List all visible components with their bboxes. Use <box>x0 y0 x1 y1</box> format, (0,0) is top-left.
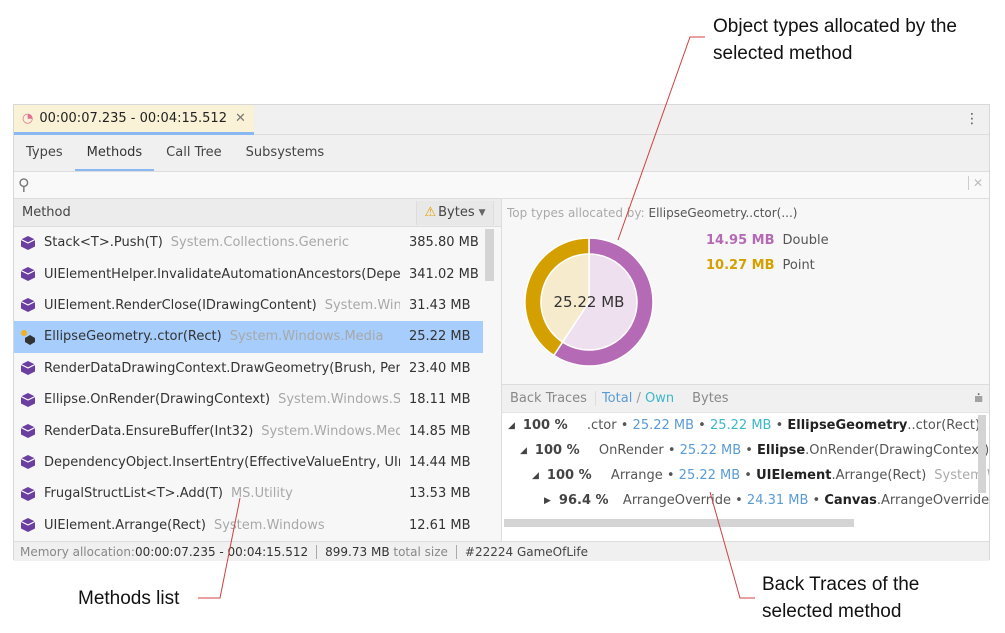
table-row[interactable]: RenderData.EnsureBuffer(Int32) System.Win… <box>14 415 483 446</box>
method-name: EllipseGeometry..ctor(Rect) System.Window… <box>44 329 384 345</box>
more-options-icon[interactable]: ⋮ <box>965 111 979 127</box>
method-bytes: 12.61 MB <box>409 517 471 533</box>
method-icon <box>20 518 36 533</box>
methods-list: Method ⚠ Bytes ▼ Stack<T>.Push(T) System.Co… <box>14 199 501 541</box>
method-name: RenderDataDrawingContext.DrawGeometry(Br… <box>44 360 400 376</box>
method-bytes: 14.44 MB <box>409 454 471 470</box>
method-icon <box>20 235 36 250</box>
document-tabstrip: ◔ 00:00:07.235 - 00:04:15.512 ✕ ⋮ <box>14 105 989 135</box>
document-tab-label: 00:00:07.235 - 00:04:15.512 <box>39 111 227 126</box>
column-method[interactable]: Method <box>22 205 71 220</box>
clear-search-icon[interactable]: ✕ <box>967 176 983 190</box>
donut-total: 25.22 MB <box>554 293 625 311</box>
method-icon <box>20 361 36 376</box>
expanded-icon[interactable]: ◢ <box>508 420 515 431</box>
tab-call-tree[interactable]: Call Tree <box>166 145 222 160</box>
method-bytes: 31.43 MB <box>409 297 471 313</box>
top-types-donut: 25.22 MB <box>524 237 654 367</box>
method-bytes: 13.53 MB <box>409 486 471 502</box>
method-name: RenderData.EnsureBuffer(Int32) System.Win… <box>44 423 400 439</box>
back-trace-row[interactable]: ◢ 100 % Arrange • 25.22 MB • UIElement .Ar… <box>532 468 989 483</box>
table-row[interactable]: DependencyObject.InsertEntry(EffectiveVa… <box>14 447 483 478</box>
collapsed-icon[interactable]: ▶ <box>544 495 551 506</box>
method-name: Stack<T>.Push(T) System.Collections.Gener… <box>44 235 350 251</box>
sort-desc-icon: ▼ <box>478 207 486 218</box>
table-row[interactable]: FrugalStructList<T>.Add(T) MS.Utility 13.… <box>14 478 483 509</box>
table-row[interactable]: RenderDataDrawingContext.DrawGeometry(Br… <box>14 353 483 384</box>
method-bytes: 14.85 MB <box>409 423 471 439</box>
table-row[interactable]: Stack<T>.Push(T) System.Collections.Gener… <box>14 227 483 258</box>
back-trace-row[interactable]: ▶ 96.4 % ArrangeOverride • 24.31 MB • Can… <box>544 493 989 508</box>
method-bytes: 23.40 MB <box>409 360 471 376</box>
tab-types[interactable]: Types <box>26 145 63 160</box>
tab-subsystems[interactable]: Subsystems <box>245 145 325 160</box>
donut-inner-double <box>561 253 638 351</box>
memory-snapshot-icon: ◔ <box>22 111 34 126</box>
method-name: DependencyObject.InsertEntry(EffectiveVa… <box>44 454 400 470</box>
method-name: UIElementHelper.InvalidateAutomationAnce… <box>44 266 400 282</box>
method-name: UIElement.Arrange(Rect) System.Windows <box>44 517 325 533</box>
search-input[interactable]: ⚲ ✕ <box>14 171 989 199</box>
collapse-all-icon[interactable]: ⩧ <box>974 389 983 407</box>
method-bytes: 385.80 MB <box>409 235 479 251</box>
methods-scrollbar[interactable] <box>485 229 494 281</box>
close-icon[interactable]: ✕ <box>234 111 246 126</box>
annotation-back-traces: Back Traces of the selected method <box>762 574 920 622</box>
method-name: Ellipse.OnRender(DrawingContext) System.W… <box>44 392 400 408</box>
annotation-methods-list: Methods list <box>78 588 180 609</box>
table-row[interactable]: EllipseGeometry..ctor(Rect) System.Window… <box>14 321 483 353</box>
method-bytes: 341.02 MB <box>409 266 479 282</box>
expanded-icon[interactable]: ◢ <box>520 445 527 456</box>
own-toggle[interactable]: Own <box>644 391 675 406</box>
method-name: UIElement.RenderClose(IDrawingContent) Sy… <box>44 297 400 313</box>
annotation-object-types: Object types allocated by the selected m… <box>713 16 957 64</box>
back-trace-row[interactable]: ◢ 100 % .ctor • 25.22 MB • 25.22 MB • Ell… <box>508 418 989 433</box>
method-icon <box>20 455 36 470</box>
back-traces-header: Back Traces Total / Own Bytes ⩧ <box>502 385 989 413</box>
method-icon <box>20 424 36 439</box>
methods-header: Method ⚠ Bytes ▼ <box>14 199 501 227</box>
document-tab[interactable]: ◔ 00:00:07.235 - 00:04:15.512 ✕ <box>14 105 254 135</box>
total-toggle[interactable]: Total <box>601 391 633 406</box>
method-allocating-icon <box>21 329 35 345</box>
legend-double[interactable]: 14.95 MB Double <box>706 233 829 248</box>
method-bytes: 25.22 MB <box>409 329 471 345</box>
view-tabs: Types Methods Call Tree Subsystems <box>14 135 989 171</box>
details-pane: Top types allocated by: EllipseGeometry.… <box>501 199 989 541</box>
profiler-window: ◔ 00:00:07.235 - 00:04:15.512 ✕ ⋮ Types … <box>13 104 990 561</box>
method-icon <box>20 486 36 501</box>
table-row[interactable]: UIElementHelper.InvalidateAutomationAnce… <box>14 258 483 289</box>
legend-point[interactable]: 10.27 MB Point <box>706 258 815 273</box>
method-icon <box>20 298 36 313</box>
top-types-title: Top types allocated by: EllipseGeometry.… <box>507 206 798 220</box>
tab-methods[interactable]: Methods <box>74 135 155 171</box>
bytes-toggle[interactable]: Bytes <box>692 391 729 406</box>
top-types-panel: Top types allocated by: EllipseGeometry.… <box>502 199 989 385</box>
back-traces-hscrollbar[interactable] <box>504 519 854 527</box>
column-bytes[interactable]: ⚠ Bytes ▼ <box>416 200 494 225</box>
search-icon: ⚲ <box>18 175 30 194</box>
expanded-icon[interactable]: ◢ <box>532 470 539 481</box>
warning-icon: ⚠ <box>424 205 437 220</box>
back-traces-title: Back Traces <box>502 391 596 406</box>
method-icon <box>20 392 36 407</box>
method-name: FrugalStructList<T>.Add(T) MS.Utility <box>44 486 293 502</box>
back-trace-row[interactable]: ◢ 100 % OnRender • 25.22 MB • Ellipse .OnR… <box>520 443 989 458</box>
table-row[interactable]: Ellipse.OnRender(DrawingContext) System.W… <box>14 384 483 415</box>
method-bytes: 18.11 MB <box>409 392 471 408</box>
donut-inner-point <box>540 253 590 344</box>
back-traces-panel: Back Traces Total / Own Bytes ⩧ ◢ 100 %.… <box>502 385 989 541</box>
method-icon <box>20 267 36 282</box>
back-traces-vscrollbar[interactable] <box>978 415 986 493</box>
table-row[interactable]: UIElement.Arrange(Rect) System.Windows 12… <box>14 510 483 541</box>
table-row[interactable]: UIElement.RenderClose(IDrawingContent) Sy… <box>14 290 483 321</box>
status-bar: Memory allocation: 00:00:07.235 - 00:04:1… <box>14 541 989 561</box>
